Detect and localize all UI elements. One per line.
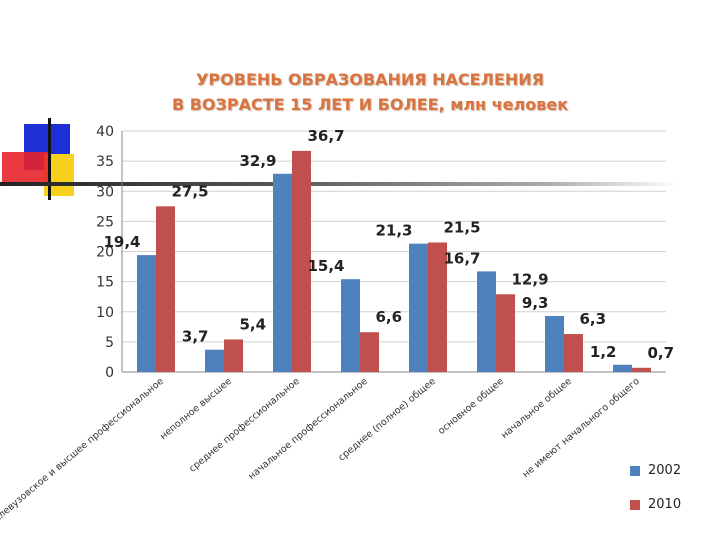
bar-2002-7 xyxy=(613,364,632,372)
y-tick-label: 5 xyxy=(105,335,114,351)
data-label-2002-6: 9,3 xyxy=(522,294,549,312)
x-tick-label: среднее профессиональное xyxy=(187,376,302,475)
legend-item-2002: 2002 xyxy=(630,463,681,478)
chart-title-line2: В ВОЗРАСТЕ 15 ЛЕТ И БОЛЕЕ, млн человек xyxy=(171,95,569,114)
bar-2002-2 xyxy=(273,173,292,372)
data-label-2002-0: 19,4 xyxy=(103,233,140,251)
bar-2002-6 xyxy=(545,315,564,372)
x-tick-label: начальное профессиональное xyxy=(246,376,370,482)
decor-red-square xyxy=(2,152,48,186)
bar-2010-3 xyxy=(360,332,379,372)
y-tick-label: 40 xyxy=(96,124,114,140)
data-label-2002-3: 15,4 xyxy=(307,257,344,275)
bar-2010-5 xyxy=(496,294,515,372)
bar-2002-1 xyxy=(205,349,224,372)
y-tick-label: 20 xyxy=(96,245,114,261)
bar-2002-4 xyxy=(409,243,428,372)
data-label-2002-2: 32,9 xyxy=(239,152,276,170)
bar-2010-0 xyxy=(156,206,175,372)
data-label-2010-3: 6,6 xyxy=(376,308,403,326)
bar-2010-1 xyxy=(224,339,243,372)
decor-horizontal-line xyxy=(0,182,680,186)
legend-item-2010: 2010 xyxy=(630,497,681,512)
data-label-2002-7: 1,2 xyxy=(590,343,617,361)
data-label-2010-6: 6,3 xyxy=(580,310,607,328)
bar-2010-6 xyxy=(564,334,583,372)
data-label-2002-1: 3,7 xyxy=(182,328,209,346)
decor-vertical-line xyxy=(48,118,51,200)
data-label-2010-4: 21,5 xyxy=(444,218,481,236)
x-tick-label: основное общее xyxy=(436,376,506,437)
x-tick-label: послевузовское и высшее профессиональное xyxy=(0,376,166,532)
data-label-2010-7: 0,7 xyxy=(648,344,675,362)
x-tick-label: начальное общее xyxy=(499,376,574,441)
data-label-2002-4: 21,3 xyxy=(375,222,412,240)
y-tick-label: 10 xyxy=(96,305,114,321)
bar-2002-0 xyxy=(137,255,156,372)
legend-label-2002: 2002 xyxy=(648,463,682,478)
y-tick-label: 25 xyxy=(96,214,114,230)
bar-2002-3 xyxy=(341,279,360,372)
legend-label-2010: 2010 xyxy=(648,497,682,512)
bar-2010-7 xyxy=(632,367,651,372)
bar-2010-2 xyxy=(292,150,311,372)
chart-title-line1: УРОВЕНЬ ОБРАЗОВАНИЯ НАСЕЛЕНИЯ xyxy=(196,70,544,89)
y-tick-label: 30 xyxy=(96,184,114,200)
data-label-2010-2: 36,7 xyxy=(308,127,345,145)
data-label-2002-5: 16,7 xyxy=(443,249,480,267)
data-label-2010-5: 12,9 xyxy=(512,270,549,288)
data-label-2010-0: 27,5 xyxy=(172,182,209,200)
legend-swatch-2002 xyxy=(630,465,640,476)
legend-swatch-2010 xyxy=(630,499,640,510)
x-tick-label: неполное высшее xyxy=(158,376,234,442)
y-tick-label: 0 xyxy=(105,365,114,381)
bar-2002-5 xyxy=(477,271,496,372)
x-tick-label: не имеют начального общего xyxy=(521,376,642,480)
bar-2010-4 xyxy=(428,242,447,372)
data-label-2010-1: 5,4 xyxy=(240,315,267,333)
y-tick-label: 15 xyxy=(96,275,114,291)
y-tick-label: 35 xyxy=(96,154,114,170)
